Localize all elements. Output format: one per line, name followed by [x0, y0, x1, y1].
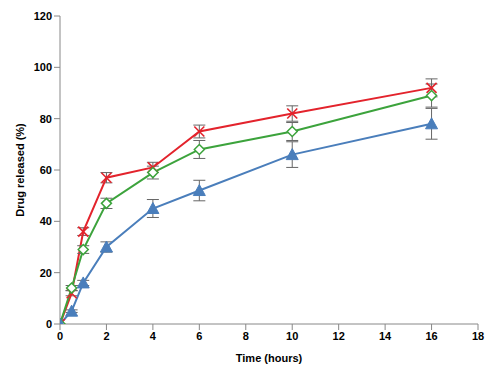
svg-text:10: 10: [286, 330, 298, 342]
svg-text:40: 40: [40, 215, 52, 227]
svg-text:6: 6: [196, 330, 202, 342]
svg-text:20: 20: [40, 267, 52, 279]
svg-text:2: 2: [103, 330, 109, 342]
svg-text:8: 8: [243, 330, 249, 342]
svg-text:100: 100: [34, 61, 52, 73]
svg-text:14: 14: [379, 330, 392, 342]
svg-text:Time (hours): Time (hours): [236, 352, 303, 364]
svg-text:0: 0: [57, 330, 63, 342]
svg-text:4: 4: [150, 330, 157, 342]
svg-text:18: 18: [472, 330, 484, 342]
svg-text:16: 16: [425, 330, 437, 342]
svg-text:12: 12: [333, 330, 345, 342]
svg-text:80: 80: [40, 113, 52, 125]
svg-text:Drug released (%): Drug released (%): [14, 123, 26, 217]
svg-text:120: 120: [34, 10, 52, 22]
svg-text:0: 0: [46, 318, 52, 330]
svg-text:60: 60: [40, 164, 52, 176]
